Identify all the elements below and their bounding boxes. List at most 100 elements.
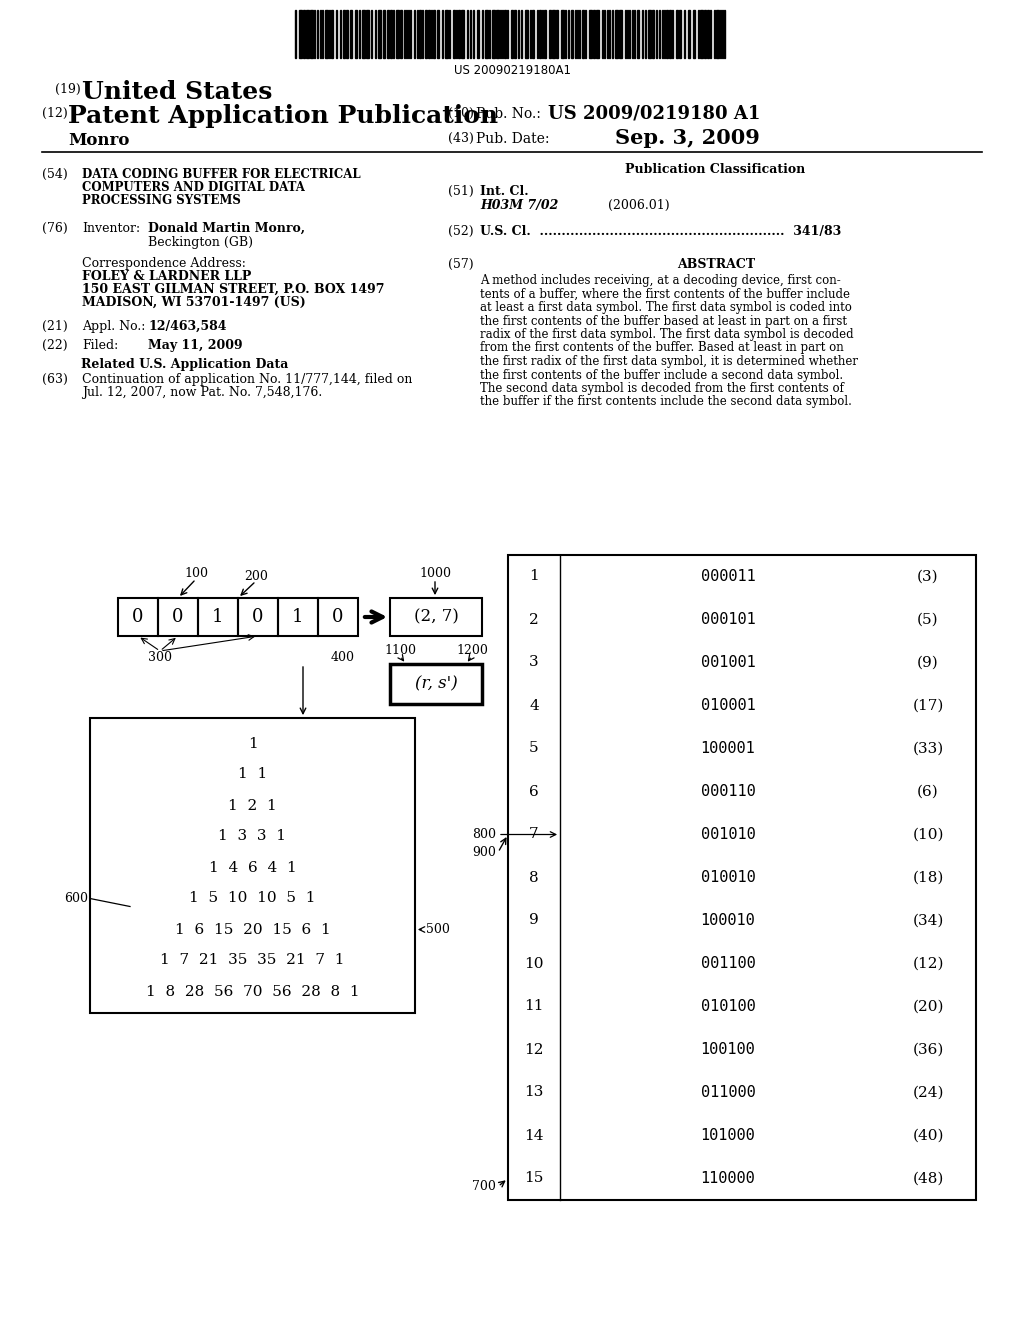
Text: 3: 3	[529, 656, 539, 669]
Bar	[705, 11, 706, 58]
Text: Jul. 12, 2007, now Pat. No. 7,548,176.: Jul. 12, 2007, now Pat. No. 7,548,176.	[82, 385, 323, 399]
Bar	[693, 11, 695, 58]
Text: 1000: 1000	[419, 568, 451, 579]
Text: Inventor:: Inventor:	[82, 222, 140, 235]
Text: 010100: 010100	[700, 999, 756, 1014]
Text: Donald Martin Monro,: Donald Martin Monro,	[148, 222, 305, 235]
Text: 1  5  10  10  5  1: 1 5 10 10 5 1	[189, 891, 315, 906]
Bar	[453, 11, 455, 58]
Text: May 11, 2009: May 11, 2009	[148, 339, 243, 352]
Text: radix of the first data symbol. The first data symbol is decoded: radix of the first data symbol. The firs…	[480, 327, 854, 341]
Text: DATA CODING BUFFER FOR ELECTRICAL: DATA CODING BUFFER FOR ELECTRICAL	[82, 168, 360, 181]
Text: 000110: 000110	[700, 784, 756, 799]
Text: US 20090219180A1: US 20090219180A1	[454, 63, 570, 77]
Bar	[511, 11, 513, 58]
Text: 000011: 000011	[700, 569, 756, 583]
Bar	[676, 11, 678, 58]
Text: from the first contents of the buffer. Based at least in part on: from the first contents of the buffer. B…	[480, 342, 844, 355]
Text: (6): (6)	[918, 784, 939, 799]
Text: 900: 900	[472, 846, 496, 859]
Text: 100010: 100010	[700, 913, 756, 928]
Text: Patent Application Publication: Patent Application Publication	[68, 104, 498, 128]
Text: 800: 800	[472, 828, 496, 841]
Bar	[589, 11, 592, 58]
Bar	[539, 11, 541, 58]
Text: 1  8  28  56  70  56  28  8  1: 1 8 28 56 70 56 28 8 1	[145, 985, 359, 998]
Text: Int. Cl.: Int. Cl.	[480, 185, 528, 198]
Text: (2, 7): (2, 7)	[414, 609, 459, 626]
Text: PROCESSING SYSTEMS: PROCESSING SYSTEMS	[82, 194, 241, 207]
Bar	[508, 554, 976, 1200]
Text: 000101: 000101	[700, 612, 756, 627]
Text: 1  3  3  1: 1 3 3 1	[218, 829, 287, 843]
Text: FOLEY & LARDNER LLP: FOLEY & LARDNER LLP	[82, 271, 251, 282]
Bar	[343, 11, 345, 58]
Bar	[419, 11, 421, 58]
Bar	[618, 11, 622, 58]
Text: (40): (40)	[912, 1129, 944, 1143]
Text: U.S. Cl.  ........................................................  341/83: U.S. Cl. ...............................…	[480, 224, 842, 238]
Text: ABSTRACT: ABSTRACT	[677, 257, 755, 271]
Text: A method includes receiving, at a decoding device, first con-: A method includes receiving, at a decodi…	[480, 275, 841, 286]
Text: Sep. 3, 2009: Sep. 3, 2009	[615, 128, 760, 148]
Text: 0: 0	[332, 609, 344, 626]
Bar	[532, 11, 534, 58]
Bar	[514, 11, 516, 58]
Text: 700: 700	[472, 1180, 496, 1193]
Text: 1  6  15  20  15  6  1: 1 6 15 20 15 6 1	[175, 923, 331, 936]
Text: Pub. No.:: Pub. No.:	[476, 107, 541, 121]
Text: 14: 14	[524, 1129, 544, 1143]
Bar	[458, 11, 460, 58]
Bar	[492, 11, 495, 58]
Bar	[688, 11, 690, 58]
Text: (10): (10)	[912, 828, 944, 842]
Text: 010010: 010010	[700, 870, 756, 884]
Text: Continuation of application No. 11/777,144, filed on: Continuation of application No. 11/777,1…	[82, 374, 413, 385]
Text: 9: 9	[529, 913, 539, 928]
Text: 0: 0	[252, 609, 264, 626]
Text: 600: 600	[63, 892, 88, 906]
Bar	[716, 11, 719, 58]
Bar	[331, 11, 333, 58]
Bar	[350, 11, 352, 58]
Bar	[378, 11, 381, 58]
Text: (2006.01): (2006.01)	[608, 199, 670, 213]
Text: Beckington (GB): Beckington (GB)	[148, 236, 253, 249]
Bar	[346, 11, 348, 58]
Text: 011000: 011000	[700, 1085, 756, 1100]
Bar	[390, 664, 482, 704]
Text: 1  7  21  35  35  21  7  1: 1 7 21 35 35 21 7 1	[160, 953, 345, 968]
Text: (3): (3)	[918, 569, 939, 583]
Bar	[433, 11, 435, 58]
Bar	[596, 11, 599, 58]
Text: 2: 2	[529, 612, 539, 627]
Text: 1  2  1: 1 2 1	[228, 799, 276, 813]
Bar	[496, 11, 499, 58]
Bar	[445, 11, 449, 58]
Text: 100: 100	[184, 568, 208, 579]
Text: 12: 12	[524, 1043, 544, 1056]
Text: (9): (9)	[918, 656, 939, 669]
Text: 010001: 010001	[700, 698, 756, 713]
Text: 15: 15	[524, 1172, 544, 1185]
Text: Publication Classification: Publication Classification	[625, 162, 805, 176]
Bar	[561, 11, 564, 58]
Text: (76): (76)	[42, 222, 68, 235]
Text: (19): (19)	[55, 83, 81, 96]
Text: 200: 200	[244, 570, 268, 583]
Text: COMPUTERS AND DIGITAL DATA: COMPUTERS AND DIGITAL DATA	[82, 181, 305, 194]
Text: 0: 0	[172, 609, 183, 626]
Bar	[278, 598, 318, 636]
Bar	[396, 11, 399, 58]
Bar	[544, 11, 546, 58]
Text: 001010: 001010	[700, 828, 756, 842]
Bar	[525, 11, 528, 58]
Text: 500: 500	[426, 923, 450, 936]
Bar	[700, 11, 703, 58]
Text: 10: 10	[524, 957, 544, 970]
Bar	[318, 598, 358, 636]
Text: the buffer if the first contents include the second data symbol.: the buffer if the first contents include…	[480, 396, 852, 408]
Bar	[571, 11, 573, 58]
Text: Monro: Monro	[68, 132, 129, 149]
Text: 1  1: 1 1	[238, 767, 267, 781]
